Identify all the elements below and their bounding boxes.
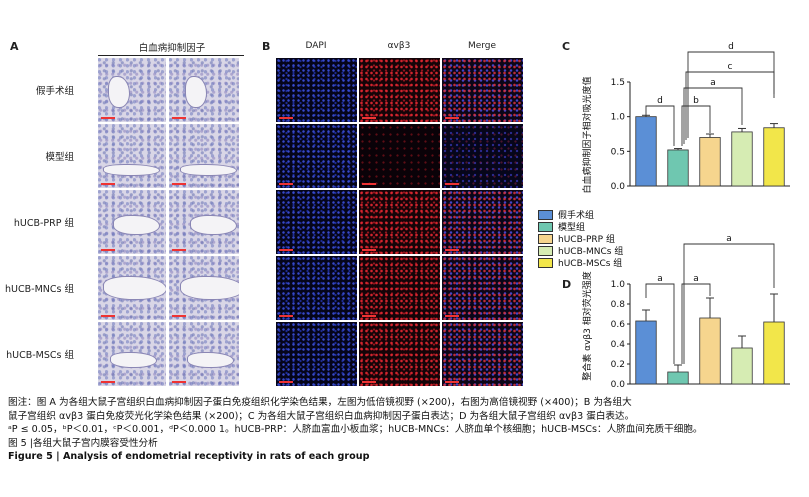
legend-label: hUCB-MNCs 组 [558, 247, 624, 257]
significance-label: a [710, 78, 716, 88]
panel-a-header-rule [98, 55, 244, 56]
ihc-image [169, 190, 239, 254]
y-tick-label: 1.5 [611, 78, 625, 88]
y-tick-label: 0.0 [611, 380, 626, 390]
legend-swatch [538, 221, 553, 232]
fluorescence-image [359, 190, 440, 254]
fluorescence-image [442, 58, 523, 122]
figure-title-cn: 图 5 |各组大鼠子宫内膜容受性分析 [8, 437, 158, 449]
row-label: hUCB-MSCs 组 [6, 350, 74, 361]
significance-label: a [657, 274, 663, 284]
legend-item: hUCB-PRP 组 [538, 232, 615, 245]
y-tick-label: 0.5 [611, 147, 625, 157]
significance-label: d [657, 96, 663, 106]
legend-item: 假手术组 [538, 208, 594, 221]
column-label-merge: Merge [467, 41, 497, 51]
significance-bracket [645, 283, 675, 364]
fluorescence-image [359, 124, 440, 188]
fluorescence-image [442, 256, 523, 320]
panel-a-label: A [10, 40, 19, 53]
y-tick-label: 0.0 [611, 182, 626, 192]
significance-label: a [693, 274, 699, 284]
ihc-image [98, 190, 166, 254]
bar [763, 127, 785, 187]
figure-caption: 图注：图 A 为各组大鼠子宫组织白血病抑制因子蛋白免疫组织化学染色结果，左图为低… [8, 396, 804, 464]
significance-bracket [683, 87, 743, 144]
significance-bracket [681, 105, 711, 146]
fluorescence-image [359, 256, 440, 320]
bar [763, 321, 785, 385]
bar [699, 137, 721, 187]
y-axis-label: 整合素 αvβ3 相对荧光强度 [581, 271, 593, 380]
bar [635, 116, 657, 187]
y-tick-label: 0.8 [611, 300, 626, 310]
legend-label: hUCB-MSCs 组 [558, 259, 623, 269]
y-tick-label: 0.4 [611, 340, 626, 350]
fluorescence-image [276, 58, 357, 122]
bar [699, 317, 721, 385]
panel-d-label: D [562, 278, 572, 291]
ihc-image [98, 124, 166, 188]
ihc-image [169, 256, 239, 320]
fluorescence-image [442, 190, 523, 254]
significance-bracket [683, 243, 775, 364]
panel-c-label: C [562, 40, 571, 53]
legend-label: 假手术组 [558, 211, 595, 221]
legend-swatch [538, 209, 553, 220]
legend-label: 模型组 [558, 223, 586, 233]
legend-item: hUCB-MNCs 组 [538, 244, 623, 257]
y-tick-label: 1.0 [611, 113, 626, 123]
caption-line-1: 图注：图 A 为各组大鼠子宫组织白血病抑制因子蛋白免疫组织化学染色结果，左图为低… [8, 397, 632, 408]
bar [667, 149, 689, 187]
row-label: 假手术组 [35, 86, 74, 97]
row-label: hUCB-MNCs 组 [5, 284, 74, 295]
row-label: 模型组 [45, 152, 74, 163]
fluorescence-image [276, 322, 357, 386]
panel-b-label: B [262, 40, 271, 53]
fluorescence-image [442, 322, 523, 386]
fluorescence-image [276, 124, 357, 188]
column-label-dapi: DAPI [305, 41, 327, 51]
legend-item: hUCB-MSCs 组 [538, 256, 622, 269]
significance-label: c [728, 62, 733, 72]
ihc-image [169, 58, 239, 122]
y-tick-label: 1.0 [611, 280, 626, 290]
column-label-avb3: αvβ3 [387, 41, 411, 51]
bar [667, 371, 689, 385]
legend-label: hUCB-PRP 组 [558, 235, 615, 245]
significance-label: a [726, 234, 732, 244]
significance-bracket [645, 105, 675, 146]
significance-bracket [687, 51, 775, 138]
bar [731, 347, 753, 385]
panel-a-header: 白血病抑制因子 [138, 43, 206, 54]
legend-item: 模型组 [538, 220, 585, 233]
bar [731, 131, 753, 187]
caption-line-3: ᵃP ≤ 0.05，ᵇP＜0.01，ᶜP＜0.001，ᵈP＜0.000 1。hU… [8, 424, 703, 436]
fluorescence-image [359, 58, 440, 122]
ihc-image [169, 322, 239, 386]
ihc-image [98, 322, 166, 386]
fluorescence-image [359, 322, 440, 386]
fluorescence-image [276, 256, 357, 320]
significance-label: d [728, 42, 734, 52]
y-axis-label: 白血病抑制因子相对吸光度值 [581, 76, 593, 193]
fluorescence-image [276, 190, 357, 254]
fluorescence-image [442, 124, 523, 188]
significance-label: b [693, 96, 699, 106]
bar [635, 320, 657, 385]
legend-swatch [538, 245, 553, 256]
legend-swatch [538, 257, 553, 268]
chart-d: 整合素 αvβ3 相对荧光强度 0.0 0.2 0.4 0.6 0.8 1.0 a a a [581, 234, 790, 390]
figure-title-en: Figure 5 | Analysis of endometrial recep… [8, 451, 370, 463]
caption-line-2: 鼠子宫组织 αvβ3 蛋白免疫荧光化学染色结果 (×200)；C 为各组大鼠子宫… [8, 410, 635, 422]
significance-bracket [681, 283, 711, 364]
ihc-image [98, 58, 166, 122]
ihc-image [98, 256, 166, 320]
y-tick-label: 0.6 [611, 320, 626, 330]
row-label: hUCB-PRP 组 [13, 218, 74, 229]
ihc-image [169, 124, 239, 188]
y-tick-label: 0.2 [611, 360, 625, 370]
legend-swatch [538, 233, 553, 244]
